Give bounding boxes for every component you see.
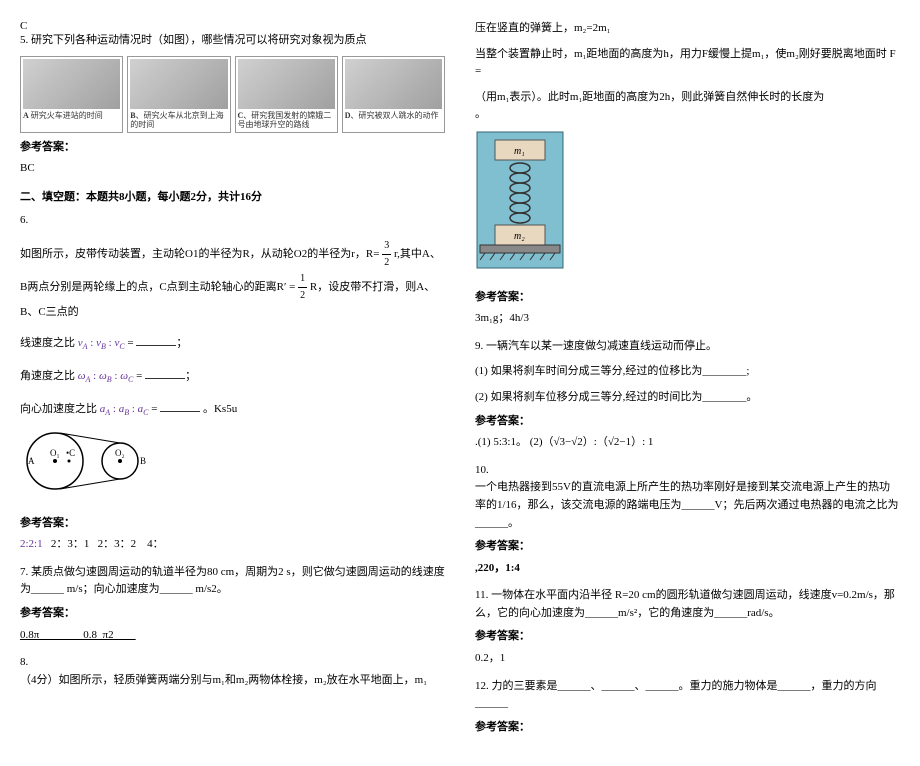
q6-ans-l2: 2：3：2 4： [98,538,164,550]
q5-a-label: A [23,111,29,120]
q5-img-b: B、研究火车从北京到上海的时间 [127,56,230,133]
q6-w-label: 角速度之比 [20,370,75,382]
q6-frac1-num: 3 [382,238,391,255]
q9-sub2: (2) 如果将刹车位移分成三等分,经过的时间比为________。 [475,389,900,407]
q5-b-label: B [130,111,135,120]
question-6: 6. 如图所示，皮带传动装置，主动轮O1的半径为R，从动轮O2的半径为r，R= … [20,212,445,554]
q10-stem: 一个电热器接到55V的直流电源上所产生的热功率刚好是接到某交流电源上产生的热功率… [475,479,900,532]
q6-stem1: 如图所示，皮带传动装置，主动轮O1的半径为R，从动轮O2的半径为r，R= [20,248,379,260]
q6-eq2: = [136,370,142,382]
q7-answer-label: 参考答案： [20,605,445,623]
spring-m2-label: m₂ [514,231,525,242]
q6-num: 6. [20,212,445,230]
q6-frac2-num: 1 [298,271,307,288]
q8c-answer-label: 参考答案： [475,289,900,307]
question-9: 9. 一辆汽车以某一速度做匀减速直线运动而停止。 (1) 如果将刹车时间分成三等… [475,338,900,452]
q5-stem: 5. 研究下列各种运动情况时（如图），哪些情况可以将研究对象视为质点 [20,32,445,50]
q8c-line4: 。 [475,106,900,124]
section-2-header: 二、填空题：本题共8小题，每小题2分，共计16分 [20,188,445,204]
q6-body: 如图所示，皮带传动装置，主动轮O1的半径为R，从动轮O2的半径为r，R= 32 … [20,238,445,322]
q10-num: 10. [475,462,900,480]
pulley-a-label: A [28,456,35,466]
q6-answer-label: 参考答案： [20,515,445,533]
q5-d-label: D [345,111,351,120]
pulley-o2-label: O₂ [115,448,125,458]
question-11: 11. 一物体在水平面内沿半径 R=20 cm的圆形轨道做匀速圆周运动，线速度v… [475,587,900,667]
pulley-c-label: •C [66,448,75,458]
q5-img-b-pic [130,59,227,109]
q5-img-d: D、研究被双人跳水的动作 [342,56,445,133]
letter-c: C [20,20,445,32]
pulley-diagram: O₁ O₂ A B •C [20,426,160,496]
q11-answer: 0.2，1 [475,650,900,668]
q5-img-c: C、研究我国发射的嫦娥二号由地球升空的路线 [235,56,338,133]
q8-num: 8. [20,654,445,672]
spring-m1-label: m₁ [514,146,525,157]
q12-answer-label: 参考答案： [475,719,900,737]
q5-answer-label: 参考答案： [20,139,445,157]
q9-answer: .(1) 5:3:1。 (2)（√3−√2）:（√2−1）: 1 [475,434,900,452]
q9-answer-label: 参考答案： [475,413,900,431]
q9-sub1: (1) 如果将刹车时间分成三等分,经过的位移比为________; [475,363,900,381]
q6-answer: 2:2:1 2：3：1 2：3：2 4： [20,536,445,554]
q5-b-caption: 研究火车从北京到上海的时间 [130,111,223,130]
q8-stem: （4分）如图所示，轻质弹簧两端分别与m₁和m₂两物体栓接，m₂放在水平地面上，m… [20,672,445,690]
q11-answer-label: 参考答案： [475,628,900,646]
q5-c-label: C [238,111,244,120]
left-column: C 5. 研究下列各种运动情况时（如图），哪些情况可以将研究对象视为质点 A 研… [20,20,445,746]
q6-frac2-den: 2 [298,288,307,304]
q5-answer: BC [20,160,445,178]
q5-a-caption: 研究火车进站的时间 [31,111,103,120]
q6-ans-l1: 2：3：1 [51,538,90,550]
q6-frac1-den: 2 [382,255,391,271]
q5-c-caption: 研究我国发射的嫦娥二号由地球升空的路线 [238,111,332,130]
q6-eq3: = [151,403,157,415]
q8c-line1: 压在竖直的弹簧上，m₂=2m₁ [475,20,900,38]
question-8-cont: 压在竖直的弹簧上，m₂=2m₁ 当整个装置静止时，m₁距地面的高度为h，用力F缓… [475,20,900,328]
question-7: 7. 某质点做匀速圆周运动的轨道半径为80 cm，周期为2 s，则它做匀速圆周运… [20,564,445,644]
q6-line-a: 向心加速度之比 aA : aB : aC = 。Ks5u [20,399,445,420]
q5-img-a-pic [23,59,120,109]
question-12: 12. 力的三要素是______、______、______。重力的施力物体是_… [475,678,900,737]
pulley-o1-label: O₁ [50,448,60,458]
right-column: 压在竖直的弹簧上，m₂=2m₁ 当整个装置静止时，m₁距地面的高度为h，用力F缓… [475,20,900,746]
q5-images: A 研究火车进站的时间 B、研究火车从北京到上海的时间 C、研究我国发射的嫦娥二… [20,56,445,133]
q10-answer: ,220，1:4 [475,560,900,578]
q8c-line2: 当整个装置静止时，m₁距地面的高度为h，用力F缓慢上提m₁，使m₂刚好要脱离地面… [475,46,900,81]
q6-line-w: 角速度之比 ωA : ωB : ωC = ； [20,366,445,387]
q6-ans-prefix: 2:2:1 [20,538,43,550]
q12-stem: 12. 力的三要素是______、______、______。重力的施力物体是_… [475,678,900,713]
q11-stem: 11. 一物体在水平面内沿半径 R=20 cm的圆形轨道做匀速圆周运动，线速度v… [475,587,900,622]
question-5: 5. 研究下列各种运动情况时（如图），哪些情况可以将研究对象视为质点 A 研究火… [20,32,445,178]
q7-answer: 0.8π________0.8_π2____ [20,627,445,645]
q6-v-label: 线速度之比 [20,337,75,349]
q10-answer-label: 参考答案： [475,538,900,556]
q5-img-d-pic [345,59,442,109]
question-8: 8. （4分）如图所示，轻质弹簧两端分别与m₁和m₂两物体栓接，m₂放在水平地面… [20,654,445,689]
question-10: 10. 一个电热器接到55V的直流电源上所产生的热功率刚好是接到某交流电源上产生… [475,462,900,578]
q6-a-label: 向心加速度之比 [20,403,97,415]
q6-eq1: = [127,337,133,349]
q9-stem: 9. 一辆汽车以某一速度做匀减速直线运动而停止。 [475,338,900,356]
q7-stem: 7. 某质点做匀速圆周运动的轨道半径为80 cm，周期为2 s，则它做匀速圆周运… [20,564,445,599]
q6-ks5u: 。Ks5u [203,403,237,415]
q6-line-v: 线速度之比 vA : vB : vC = ； [20,333,445,354]
spring-diagram: m₁ m₂ [475,130,565,270]
q8c-answer: 3m₁g；4h/3 [475,310,900,328]
q8c-line3: （用m₁表示）。此时m₁距地面的高度为2h，则此弹簧自然伸长时的长度为 [475,89,900,107]
pulley-b-label: B [140,456,146,466]
q5-d-caption: 研究被双人跳水的动作 [359,111,439,120]
q5-img-a: A 研究火车进站的时间 [20,56,123,133]
q5-img-c-pic [238,59,335,109]
